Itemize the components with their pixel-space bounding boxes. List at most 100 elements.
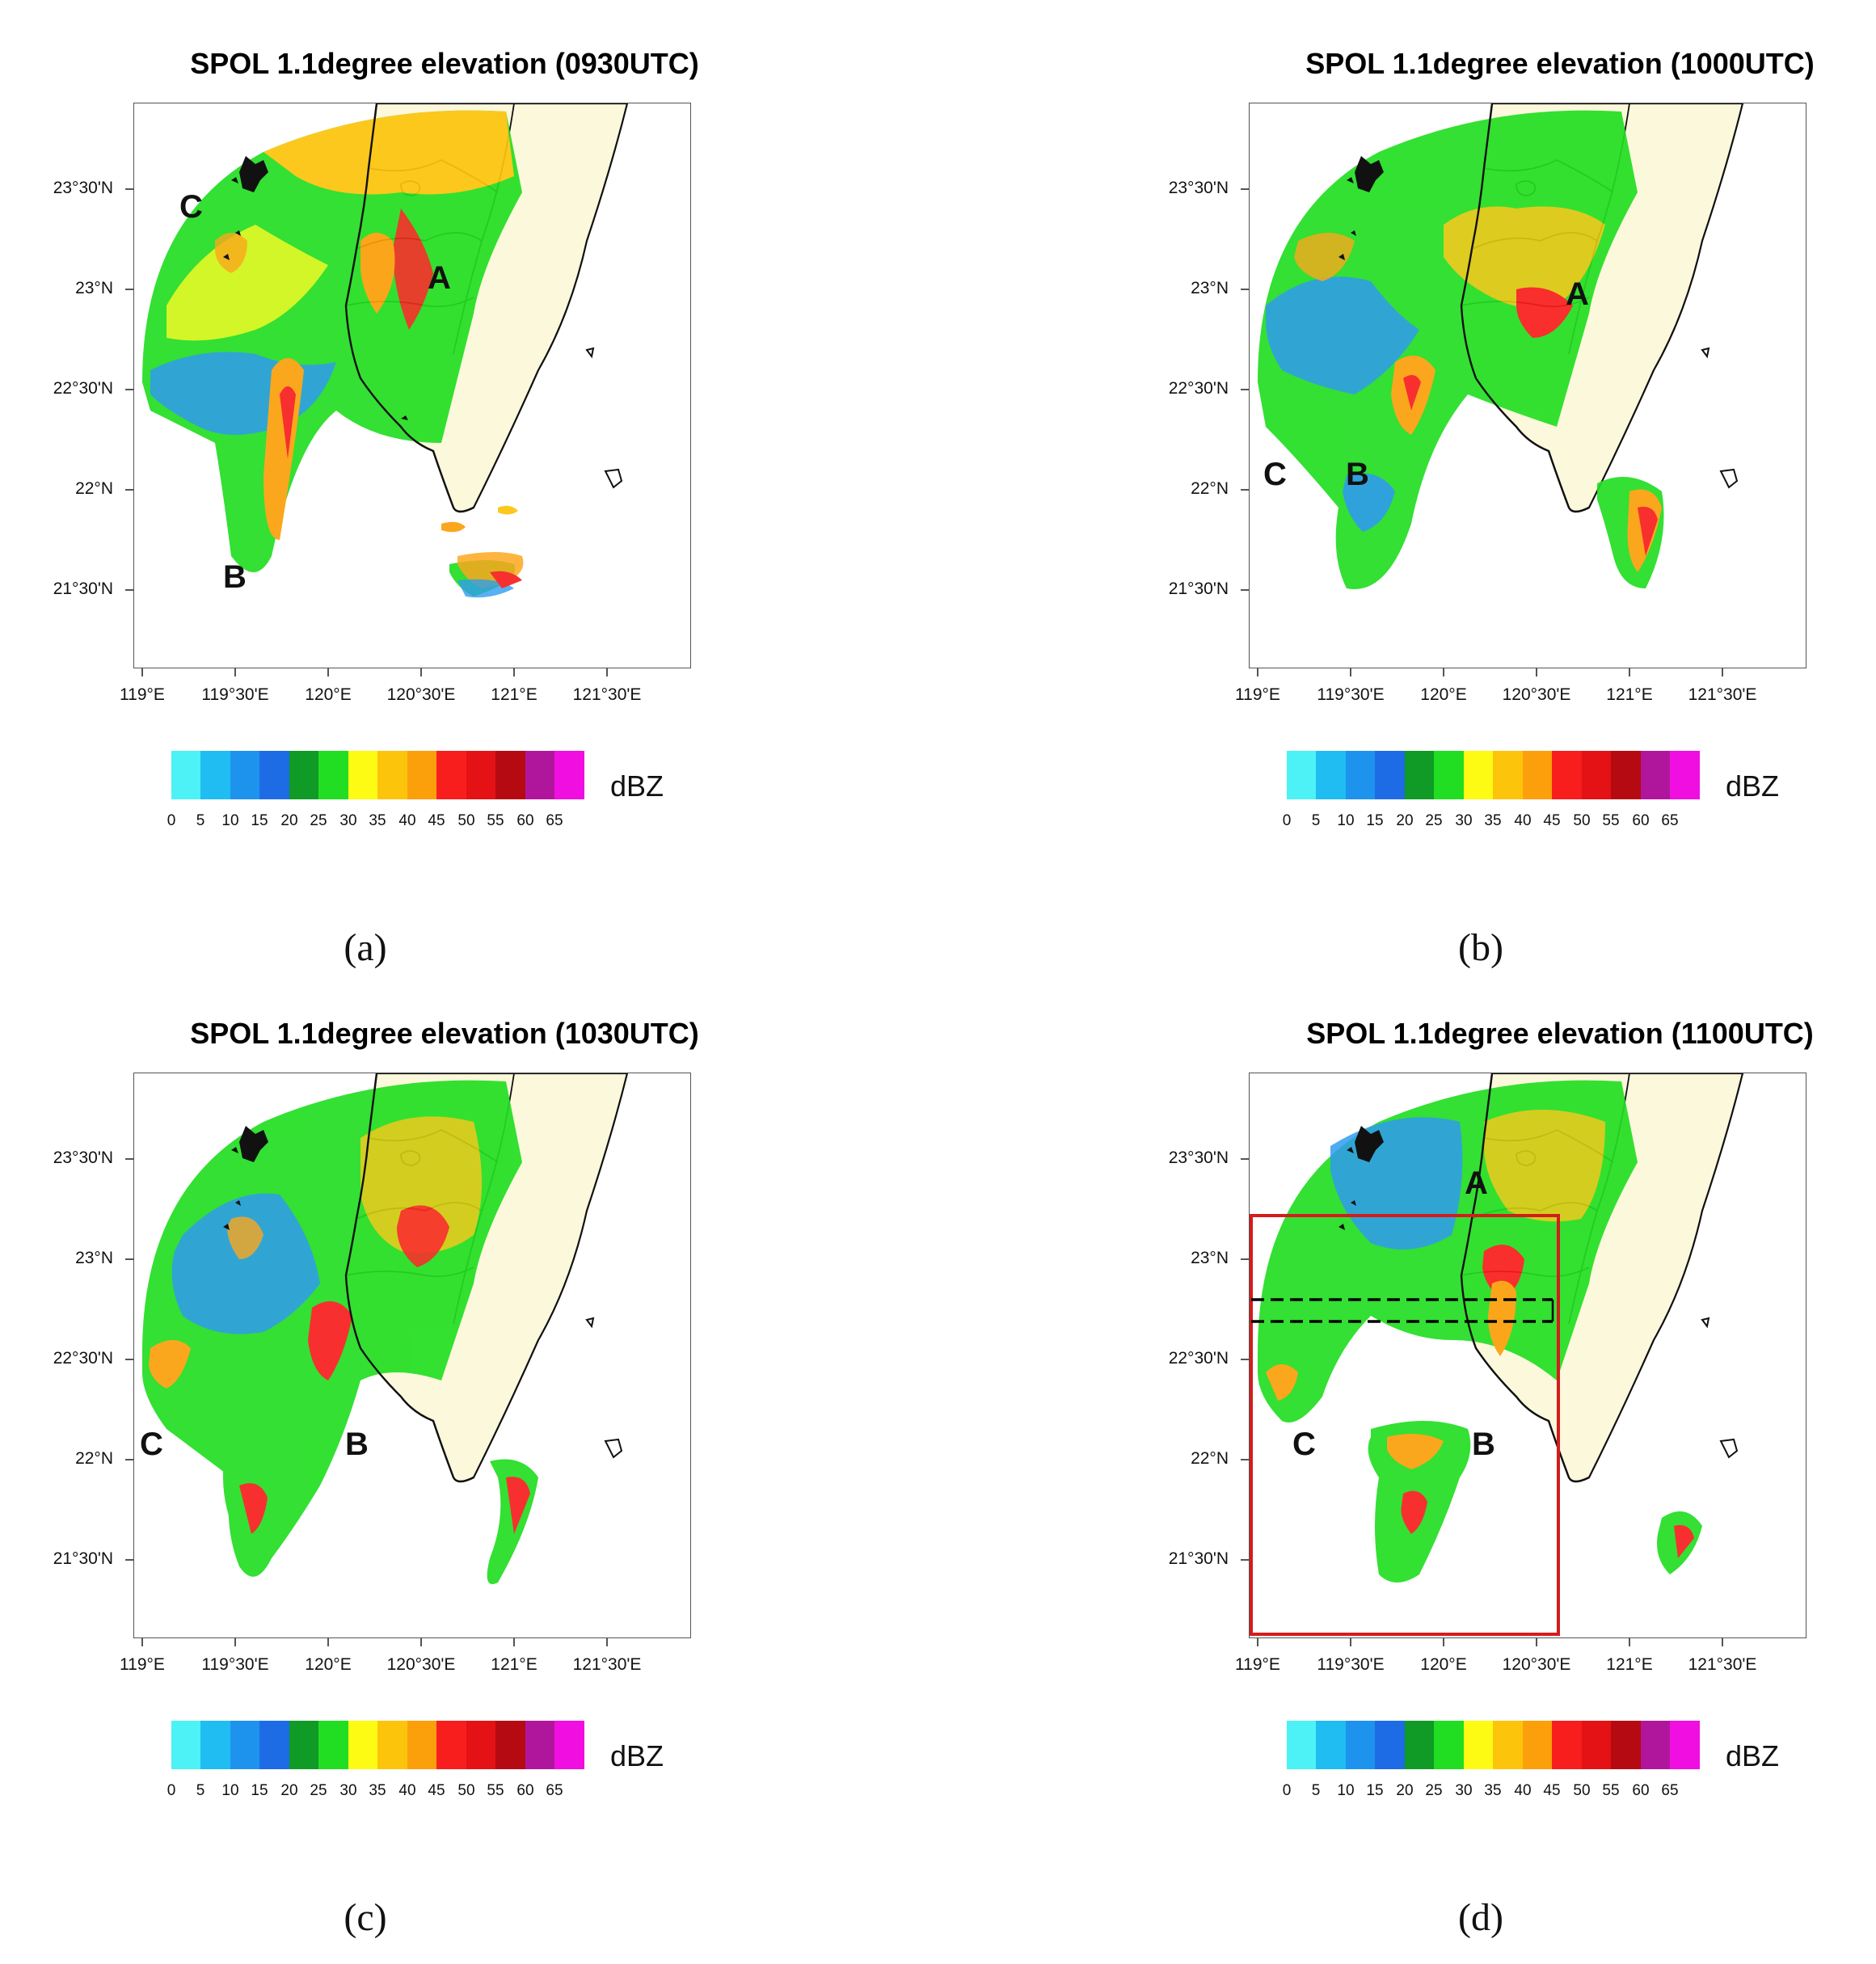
colorbar-cell xyxy=(1670,751,1700,799)
radar-map xyxy=(1249,103,1806,668)
radar-sweep-layer xyxy=(142,110,524,598)
lat-label-1: 23°30'N xyxy=(53,179,113,197)
colorbar-tick-label: 45 xyxy=(428,1782,445,1799)
colorbar-cell xyxy=(466,751,495,799)
colorbar-cell xyxy=(1345,1721,1375,1769)
colorbar-tick-label: 25 xyxy=(1425,812,1443,829)
colorbar xyxy=(141,751,584,799)
colorbar xyxy=(141,1721,584,1769)
colorbar-cell xyxy=(554,1721,584,1769)
colorbar-cell xyxy=(259,1721,289,1769)
colorbar-tick-label: 35 xyxy=(1484,1782,1502,1799)
lat-label-4: 22°N xyxy=(75,1449,113,1468)
colorbar-tick-label: 45 xyxy=(1543,1782,1561,1799)
lon-label-5: 121°E xyxy=(491,1655,538,1674)
lon-tick xyxy=(1443,668,1444,676)
lat-tick xyxy=(1241,1559,1249,1561)
colorbar-cell xyxy=(525,751,554,799)
coastline-layer xyxy=(223,1073,474,1483)
colorbar-tick-label: 45 xyxy=(428,812,445,829)
lon-tick xyxy=(1350,668,1351,676)
colorbar-unit: dBZ xyxy=(610,769,664,803)
colorbar-cell xyxy=(1404,1721,1434,1769)
colorbar-cell xyxy=(1316,1721,1346,1769)
lat-label-3: 22°30'N xyxy=(53,1349,113,1368)
lon-tick xyxy=(513,1638,515,1646)
colorbar-tick-label: 15 xyxy=(1366,812,1384,829)
colorbar-cell xyxy=(318,751,348,799)
colorbar-cell xyxy=(348,1721,377,1769)
colorbar-tick-label: 5 xyxy=(1311,812,1321,829)
lat-tick xyxy=(1241,589,1249,591)
colorbar-tick-label: 50 xyxy=(457,812,475,829)
lat-label-2: 23°N xyxy=(1191,1249,1229,1267)
colorbar-cell xyxy=(289,1721,318,1769)
colorbar-tick-label: 15 xyxy=(251,1782,268,1799)
lon-tick xyxy=(1536,1638,1537,1646)
lon-label-3: 120°E xyxy=(1420,685,1467,704)
lat-label-2: 23°N xyxy=(1191,279,1229,297)
lat-tick xyxy=(125,188,133,190)
colorbar-tick-label: 65 xyxy=(1661,812,1679,829)
lon-tick xyxy=(1629,1638,1630,1646)
colorbar-cell xyxy=(259,751,289,799)
panel-title: SPOL 1.1degree elevation (1000UTC) xyxy=(1305,47,1815,80)
colorbar-cell xyxy=(436,751,466,799)
colorbar-cell xyxy=(407,1721,436,1769)
colorbar-tick-label: 20 xyxy=(1396,812,1414,829)
colorbar-tick-label: 35 xyxy=(369,812,386,829)
panel-caption: (d) xyxy=(1458,1896,1503,1939)
lat-label-3: 22°30'N xyxy=(1168,1349,1229,1368)
colorbar-cell xyxy=(200,1721,230,1769)
lon-tick xyxy=(327,668,329,676)
colorbar-tick-label: 55 xyxy=(487,812,504,829)
colorbar-cell xyxy=(141,751,171,799)
lon-label-6: 121°30'E xyxy=(572,1655,642,1674)
colorbar-tick-label: 40 xyxy=(1514,1782,1532,1799)
colorbar-cell xyxy=(377,751,407,799)
lat-label-4: 22°N xyxy=(1191,1449,1229,1468)
panel-caption: (a) xyxy=(344,926,387,969)
panel-c: SPOL 1.1degree elevation (1030UTC) xyxy=(0,970,889,1939)
colorbar-tick-label: 30 xyxy=(1455,1782,1473,1799)
lon-label-3: 120°E xyxy=(305,685,352,704)
lat-tick xyxy=(1241,489,1249,491)
lon-tick xyxy=(606,668,608,676)
lon-label-4: 120°30'E xyxy=(1502,1655,1571,1674)
analysis-box-layer xyxy=(1250,1214,1560,1636)
colorbar-tick-label: 30 xyxy=(339,1782,357,1799)
colorbar-cell xyxy=(318,1721,348,1769)
radar-map xyxy=(133,1073,691,1638)
lon-label-5: 121°E xyxy=(491,685,538,704)
colorbar-tick-label: 40 xyxy=(1514,812,1532,829)
lat-label-4: 22°N xyxy=(75,479,113,498)
lon-label-4: 120°30'E xyxy=(386,685,456,704)
colorbar-cell xyxy=(1611,1721,1641,1769)
lat-label-3: 22°30'N xyxy=(53,379,113,398)
colorbar-cell xyxy=(1463,1721,1493,1769)
colorbar-tick-label: 25 xyxy=(1425,1782,1443,1799)
colorbar-cell xyxy=(230,751,259,799)
colorbar-cell xyxy=(1463,751,1493,799)
colorbar-cell xyxy=(1493,1721,1523,1769)
colorbar-tick-label: 20 xyxy=(280,812,298,829)
radar-echo-svg xyxy=(1258,103,1744,590)
lon-label-2: 119°30'E xyxy=(1317,1655,1385,1674)
colorbar-cell xyxy=(1611,751,1641,799)
lon-label-5: 121°E xyxy=(1606,1655,1653,1674)
lat-tick xyxy=(125,1359,133,1360)
radar-echo-svg xyxy=(1250,1073,1744,1636)
colorbar-cell xyxy=(1434,1721,1464,1769)
coastline-layer xyxy=(223,103,474,513)
lon-tick xyxy=(1443,1638,1444,1646)
panel-title: SPOL 1.1degree elevation (1030UTC) xyxy=(190,1017,699,1050)
annotation-label: C xyxy=(179,189,203,225)
colorbar-tick-label: 65 xyxy=(546,812,563,829)
colorbar-cell xyxy=(171,1721,200,1769)
panel-caption: (c) xyxy=(344,1896,387,1939)
colorbar-cell xyxy=(1286,1721,1316,1769)
colorbar-cell xyxy=(1493,751,1523,799)
colorbar-cell xyxy=(348,751,377,799)
colorbar xyxy=(1257,751,1700,799)
lon-tick xyxy=(234,1638,236,1646)
